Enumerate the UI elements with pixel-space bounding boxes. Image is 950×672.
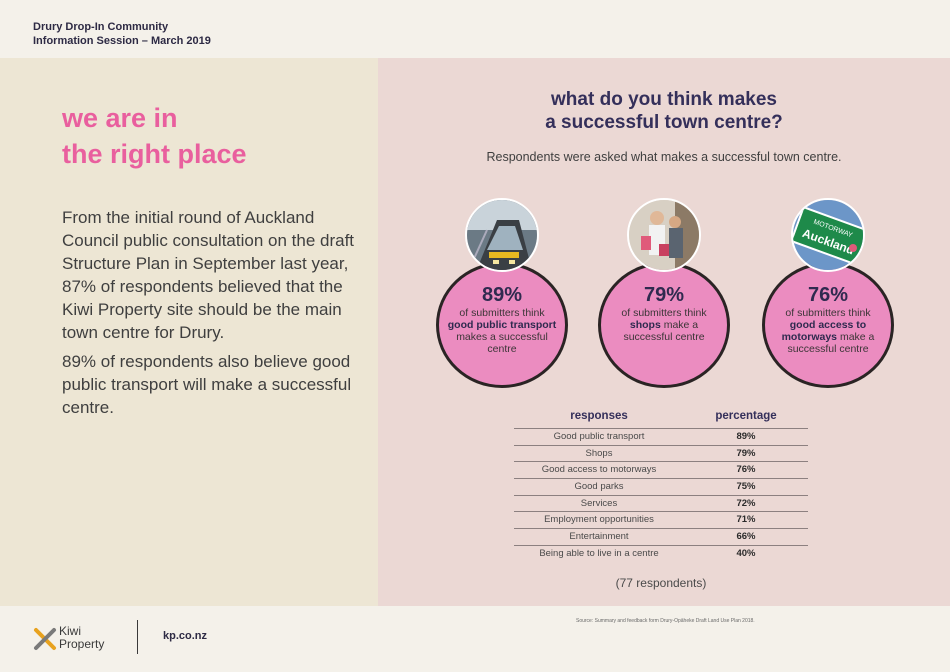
table-row: Being able to live in a centre 40% xyxy=(514,544,808,562)
section-subtitle: Respondents were asked what makes a succ… xyxy=(486,150,842,164)
section-title: what do you think makes a successful tow… xyxy=(545,89,783,133)
paragraph: 89% of respondents also believe good pub… xyxy=(62,352,352,417)
stat-public-transport: 89% of submitters think good public tran… xyxy=(436,198,568,388)
shoppers-photo xyxy=(627,198,701,272)
stat-text: of submitters think good public transpor… xyxy=(447,307,557,355)
stat-text: of submitters think shops make a success… xyxy=(621,307,707,343)
table-row: Good parks 75% xyxy=(514,478,808,495)
responses-table: responses percentage Good public transpo… xyxy=(514,410,808,562)
header: Drury Drop-In Community Information Sess… xyxy=(0,0,950,58)
table-header: responses percentage xyxy=(514,410,808,428)
stat-percentage: 89% xyxy=(481,284,523,306)
respondents-count: (77 respondents) xyxy=(615,576,707,590)
table-row: Shops 79% xyxy=(514,444,808,462)
footer: Source: Summary and feedback form Drury-… xyxy=(0,606,950,672)
stat-text: of submitters think good access to motor… xyxy=(781,307,875,355)
stat-motorways: 76% of submitters think good access to m… xyxy=(762,198,894,388)
table-row: Good public transport 89% xyxy=(514,428,808,445)
right-panel: what do you think makes a successful tow… xyxy=(378,58,950,606)
brand-name: Kiwi Property xyxy=(59,624,105,651)
document-title: Drury Drop-In Community Information Sess… xyxy=(33,21,211,47)
paragraph: From the initial round of Auckland Counc… xyxy=(62,208,355,342)
left-panel: we are in the right place From the initi… xyxy=(0,58,378,606)
stat-bubble: 79% of submitters think shops make a suc… xyxy=(598,262,730,388)
stat-percentage: 76% xyxy=(807,284,849,306)
headline: we are in the right place xyxy=(62,103,247,169)
stat-bubble: 89% of submitters think good public tran… xyxy=(436,262,568,388)
header-percentage: percentage xyxy=(715,410,777,422)
body-text: From the initial round of Auckland Counc… xyxy=(62,206,362,425)
table-row: Services 72% xyxy=(514,494,808,512)
table-row: Employment opportunities 71% xyxy=(514,511,808,528)
stat-shops: 79% of submitters think shops make a suc… xyxy=(598,198,730,388)
motorway-sign-photo: MOTORWAY Auckland xyxy=(791,198,865,272)
table-row: Good access to motorways 76% xyxy=(514,461,808,478)
source-note: Source: Summary and feedback form Drury-… xyxy=(576,618,755,624)
table-row: Entertainment 66% xyxy=(514,528,808,545)
stat-bubble: 76% of submitters think good access to m… xyxy=(762,262,894,388)
train-photo xyxy=(465,198,539,272)
kiwi-property-logo: Kiwi Property xyxy=(33,623,133,655)
kiwi-property-logo-icon xyxy=(34,628,56,650)
footer-divider xyxy=(137,620,138,654)
website-link[interactable]: kp.co.nz xyxy=(163,630,208,642)
header-responses: responses xyxy=(570,410,628,422)
stat-percentage: 79% xyxy=(643,284,685,306)
